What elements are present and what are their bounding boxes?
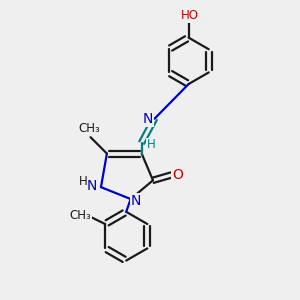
Text: H: H <box>79 175 88 188</box>
Text: N: N <box>86 179 97 193</box>
Text: H: H <box>147 138 156 152</box>
Text: N: N <box>131 194 141 208</box>
Text: N: N <box>143 112 153 126</box>
Text: HO: HO <box>181 9 199 22</box>
Text: CH₃: CH₃ <box>70 209 91 223</box>
Text: CH₃: CH₃ <box>78 122 100 135</box>
Text: O: O <box>172 168 183 182</box>
